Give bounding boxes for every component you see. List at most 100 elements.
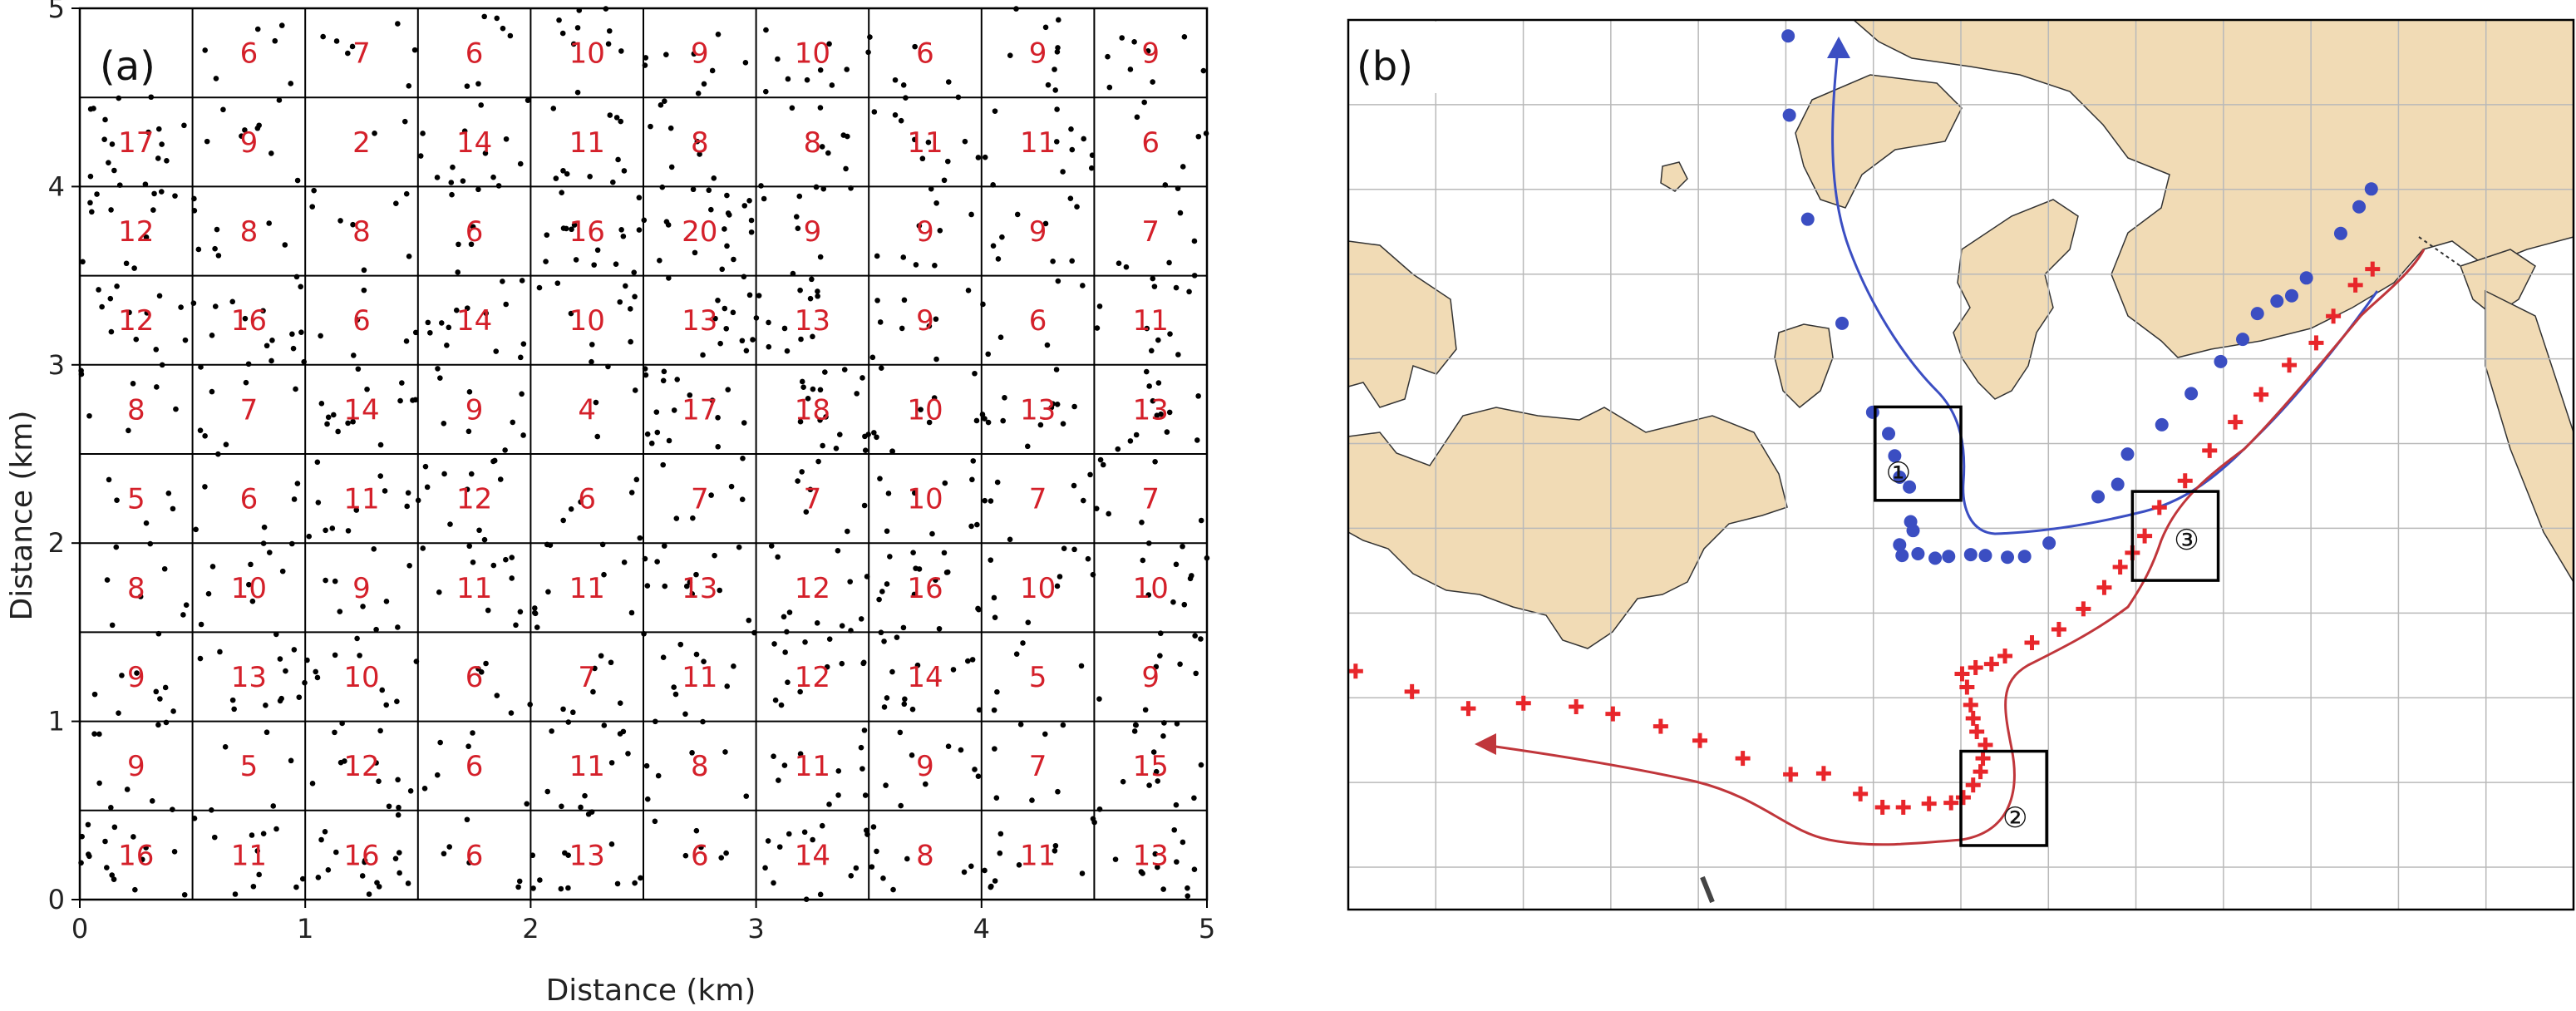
event-point — [819, 144, 825, 150]
event-point — [444, 342, 450, 348]
event-point — [397, 397, 403, 404]
panel-a-points — [78, 6, 1210, 902]
blue-track-point — [1782, 108, 1796, 122]
event-point — [687, 579, 693, 585]
event-point — [495, 183, 502, 189]
event-point — [1131, 728, 1138, 734]
event-point — [641, 217, 648, 224]
event-point — [693, 651, 700, 658]
event-point — [751, 629, 757, 636]
event-point — [215, 253, 222, 259]
cell-count-label: 20 — [682, 215, 717, 249]
event-point — [1160, 733, 1166, 739]
event-point — [131, 834, 136, 840]
event-point — [159, 141, 165, 147]
event-point — [345, 420, 351, 427]
cell-count-label: 16 — [231, 304, 267, 338]
event-point — [815, 293, 820, 299]
event-point — [155, 722, 161, 728]
cell-count-label: 9 — [240, 126, 259, 160]
event-point — [272, 37, 278, 44]
event-point — [771, 880, 776, 886]
highlight-box-label: ③ — [2174, 524, 2199, 557]
event-point — [332, 578, 338, 584]
event-point — [156, 293, 163, 299]
event-point — [1080, 497, 1086, 504]
event-point — [991, 707, 997, 713]
event-point — [531, 605, 538, 611]
event-point — [884, 581, 890, 587]
blue-track-point — [1888, 449, 1902, 463]
panel-a-label: (a) — [100, 43, 155, 90]
event-point — [106, 160, 111, 165]
event-point — [621, 168, 628, 174]
event-point — [1185, 885, 1190, 891]
event-point — [503, 556, 509, 563]
red-track-point — [1963, 697, 1978, 713]
event-point — [797, 287, 803, 293]
event-point — [1152, 851, 1159, 857]
event-point — [162, 684, 169, 691]
event-point — [1042, 220, 1049, 227]
event-point — [413, 658, 420, 664]
event-point — [333, 38, 340, 44]
cell-count-label: 9 — [352, 572, 371, 605]
event-point — [654, 559, 660, 565]
event-point — [515, 884, 521, 890]
event-point — [869, 354, 876, 361]
event-point — [1150, 79, 1155, 85]
event-point — [578, 499, 584, 505]
event-point — [267, 550, 273, 555]
event-point — [113, 544, 120, 550]
event-point — [350, 221, 356, 228]
event-point — [497, 476, 504, 482]
cell-count-label: 6 — [578, 483, 596, 516]
event-point — [148, 94, 155, 101]
event-point — [826, 41, 832, 47]
event-point — [1127, 67, 1134, 72]
event-point — [841, 367, 848, 372]
cell-count-label: 7 — [1029, 483, 1047, 516]
red-track-arrowhead — [1475, 733, 1496, 755]
event-point — [197, 655, 204, 662]
event-point — [425, 319, 431, 326]
cell-count-label: 12 — [795, 572, 830, 605]
event-point — [876, 596, 882, 603]
event-point — [660, 654, 667, 661]
event-point — [139, 856, 145, 863]
event-point — [191, 208, 198, 214]
event-point — [494, 15, 500, 22]
event-point — [1132, 722, 1139, 728]
cell-count-label: 9 — [804, 215, 822, 249]
event-point — [871, 430, 877, 436]
event-point — [559, 30, 566, 37]
event-point — [976, 707, 983, 713]
event-point — [362, 857, 368, 864]
event-point — [861, 502, 868, 509]
event-point — [682, 711, 688, 718]
event-point — [933, 316, 939, 323]
event-point — [294, 177, 301, 184]
event-point — [1157, 653, 1163, 658]
event-point — [904, 856, 910, 862]
event-point — [690, 515, 696, 521]
event-point — [372, 130, 377, 136]
event-point — [657, 258, 662, 264]
event-point — [574, 25, 581, 31]
event-point — [289, 331, 295, 338]
event-point — [197, 427, 204, 433]
event-point — [913, 262, 919, 268]
event-point — [116, 182, 123, 188]
event-point — [672, 691, 679, 698]
event-point — [1134, 114, 1140, 121]
event-point — [758, 183, 764, 189]
highlight-box — [1874, 405, 1963, 502]
event-point — [746, 292, 753, 298]
cell-count-label: 6 — [1141, 126, 1160, 160]
event-point — [881, 639, 887, 644]
event-point — [810, 836, 815, 843]
event-point — [204, 138, 210, 145]
event-point — [500, 279, 505, 284]
event-point — [202, 47, 208, 53]
cell-count-label: 11 — [1020, 126, 1056, 160]
